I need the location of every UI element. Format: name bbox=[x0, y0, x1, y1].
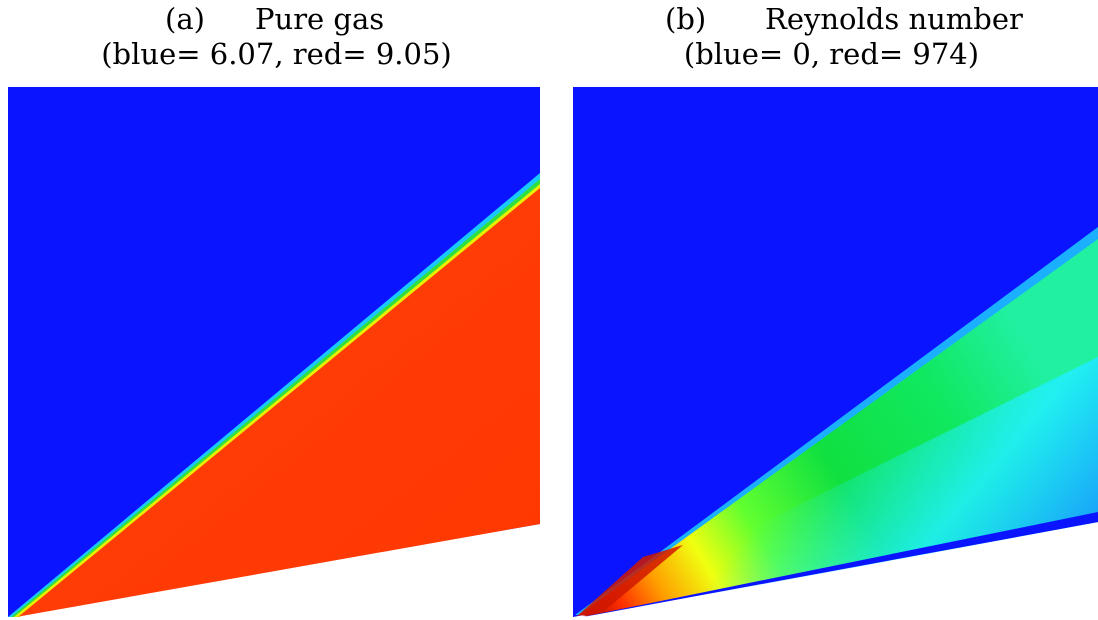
panel-a-contour-svg bbox=[8, 87, 540, 617]
panel-b-boundary-layer bbox=[583, 512, 1098, 617]
panel-reynolds-number: (b) Reynolds number (blue= 0, red= 974) bbox=[565, 0, 1098, 620]
panel-b-contour-svg bbox=[573, 87, 1098, 617]
panel-pure-gas: (a) Pure gas (blue= 6.07, red= 9.05) bbox=[0, 0, 548, 620]
panel-b-range: (blue= 0, red= 974) bbox=[683, 37, 980, 71]
panel-a-tag: (a) bbox=[165, 2, 205, 36]
panel-a-postshock-region bbox=[16, 188, 540, 617]
panel-a-shock-outer-edge bbox=[8, 173, 540, 617]
panel-a-name: Pure gas bbox=[255, 2, 385, 36]
panel-b-contour-plot bbox=[573, 87, 1098, 617]
panel-a-range: (blue= 6.07, red= 9.05) bbox=[101, 37, 452, 71]
panel-a-contour-plot bbox=[8, 87, 540, 617]
panel-b-leading-edge-core bbox=[577, 545, 683, 616]
panel-b-nearwall-layer bbox=[593, 357, 1098, 616]
panel-b-shock-halo bbox=[575, 227, 1098, 615]
panel-a-shock-yellow-band bbox=[14, 184, 540, 617]
panel-b-tag: (b) bbox=[665, 2, 707, 36]
panel-a-shock-green-band bbox=[11, 179, 540, 617]
panel-b-name: Reynolds number bbox=[765, 2, 1023, 36]
